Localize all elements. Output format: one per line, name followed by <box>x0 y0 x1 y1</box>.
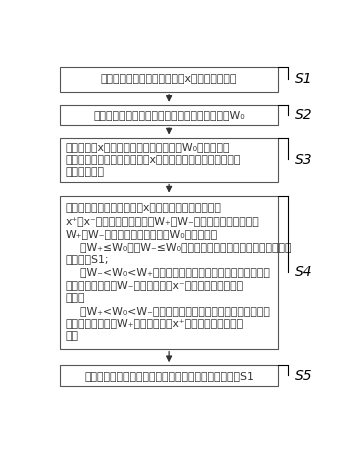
Bar <box>60 105 278 125</box>
Text: S5: S5 <box>295 369 312 383</box>
Text: S2: S2 <box>295 108 312 122</box>
Bar <box>60 196 278 349</box>
Text: 在数据库内寻找与所述参数x数值相邻的两个工况参数
x⁺、x⁻所对应的系统总功率W₊、W₋，并将所述系统总功率
W₊、W₋与所述当前系统总功率W₀进行比对，
  : 在数据库内寻找与所述参数x数值相邻的两个工况参数 x⁺、x⁻所对应的系统总功率W… <box>66 203 291 341</box>
Bar <box>60 67 278 92</box>
Text: S4: S4 <box>295 265 312 279</box>
Text: 根据所述工况参数数据计算得到当前系统总功率W₀: 根据所述工况参数数据计算得到当前系统总功率W₀ <box>93 110 245 120</box>
Text: 获取空调系统的包含某一参数x的工况参数数据: 获取空调系统的包含某一参数x的工况参数数据 <box>101 74 237 85</box>
Text: 将所述参数x及其对应的当前系统总功率W₀存入数据库
内，替换数据库内与所述参数x数值相等的工况参数及其对应
的系统总功率: 将所述参数x及其对应的当前系统总功率W₀存入数据库 内，替换数据库内与所述参数x… <box>66 142 241 177</box>
Text: S3: S3 <box>295 153 312 166</box>
Bar <box>60 138 278 181</box>
Text: 依据所述节能工况参数调整相应设备运行，并转至步骤S1: 依据所述节能工况参数调整相应设备运行，并转至步骤S1 <box>84 371 254 381</box>
Bar <box>60 365 278 386</box>
Text: S1: S1 <box>295 73 312 86</box>
